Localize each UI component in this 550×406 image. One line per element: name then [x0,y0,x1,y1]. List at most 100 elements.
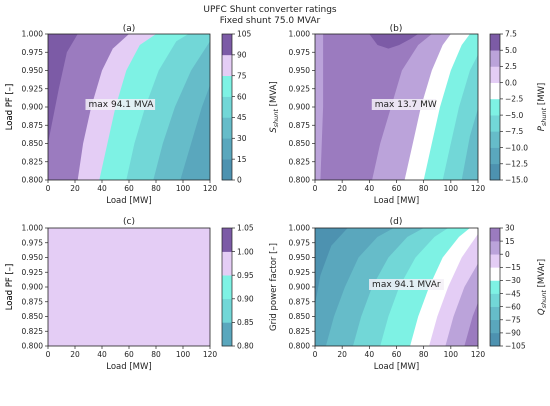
annotation-background [85,99,156,110]
x-tick-label: 80 [419,184,429,193]
y-tick-label: 0.950 [22,66,44,75]
x-tick-label: 20 [70,350,80,359]
contour-region [180,85,210,180]
y-tick-label: 1.000 [289,224,311,233]
y-tick-label: 1.000 [22,224,44,233]
y-axis-label: Load PF [–] [5,264,15,311]
annotation-text: max 94.1 MVA [89,100,155,110]
y-tick-label: 0.975 [22,48,44,57]
colorbar-segment [222,54,232,77]
x-tick-label: 60 [392,350,402,359]
x-tick-label: 120 [471,184,486,193]
x-tick-label: 100 [176,350,191,359]
colorbar-tick-label: 0 [237,176,242,185]
colorbar-label: Pshunt [MW] [537,83,548,132]
x-tick-label: 60 [124,350,134,359]
colorbar-tick-label: −2.5 [505,95,523,104]
colorbar-segment [490,241,500,255]
colorbar-label: Sshunt [MVA] [269,81,280,132]
colorbar-segment [490,34,500,51]
y-tick-label: 0.875 [289,121,311,130]
x-tick-label: 60 [124,184,134,193]
colorbar-label: Qshunt [MVAr] [537,259,548,315]
x-tick-label: 0 [46,184,51,193]
colorbar-tick-label: −90 [505,329,521,338]
y-tick-label: 0.825 [289,157,311,166]
contour-fills [48,228,210,346]
colorbar-frame [221,33,233,181]
y-tick-label: 0.825 [22,157,44,166]
colorbar-segment [490,306,500,321]
panel-b-label: (b) [390,24,403,34]
contour-region [445,263,478,346]
y-axis-label: Load PF [–] [5,84,15,131]
panel-d-label: (d) [390,217,403,227]
x-tick-label: 0 [313,184,318,193]
colorbar-tick-label: 5.0 [505,46,517,55]
colorbar-tick-label: 0.90 [237,295,254,304]
x-tick-label: 20 [70,184,80,193]
colorbar-tick-label: 1.05 [237,224,254,233]
panel-d-contour: 0 20 40 60 80 100 1200.8000.8250.8500.8750.900… [5,224,548,372]
colorbar-segment [222,298,232,323]
colorbar-frame [489,33,501,181]
colorbar-frame [489,227,501,347]
colorbar-tick-label: −7.5 [505,127,523,136]
colorbar-segment [222,75,232,97]
colorbar-tick-label: 2.5 [505,62,517,71]
y-tick-label: 0.975 [289,238,311,247]
colorbar-tick-label: 30 [237,134,247,143]
x-axis-label: Load [MW] [374,362,419,372]
y-tick-label: 0.875 [289,297,311,306]
colorbar-segment [490,66,500,83]
x-tick-label: 80 [151,184,161,193]
y-axis-label: Load PF [–] [5,264,15,311]
colorbar-tick-label: −15.0 [505,176,528,185]
y-tick-label: 0.875 [22,121,44,130]
colorbar-tick-label: 15 [237,155,247,164]
colorbar-tick-label: −10.0 [505,143,528,152]
colorbar-tick-label: 0.0 [505,78,517,87]
colorbar-tick-label: 7.5 [505,30,517,39]
y-axis-label: Load PF [–] [5,84,15,131]
colorbar-frame [221,227,233,347]
x-tick-label: 120 [203,350,218,359]
y-tick-label: 0.925 [289,84,311,93]
y-tick-label: 0.900 [22,283,44,292]
y-tick-label: 0.800 [22,176,44,185]
colorbar-tick-label: −15 [505,263,521,272]
contour-region [48,228,210,346]
colorbar-segment [222,159,232,181]
colorbar-tick-label: −60 [505,302,521,311]
x-tick-label: 40 [365,184,375,193]
colorbar-segment [222,117,232,139]
x-axis-label: Load [MW] [106,362,151,372]
y-tick-label: 0.900 [22,103,44,112]
colorbar-segment [490,147,500,165]
panel-c-label: (c) [123,217,135,227]
y-tick-label: 0.950 [289,253,311,262]
colorbar-segment [490,332,500,347]
colorbar-segment [222,138,232,160]
colorbar-tick-label: 0 [505,250,510,259]
figure-title-line1: UPFC Shunt converter ratings [203,5,337,15]
y-tick-label: 0.925 [22,84,44,93]
panel-c-contour: 0 20 40 60 80 100 1200.8000.8250.8500.8750.900… [5,224,279,372]
y-tick-label: 1.000 [22,30,44,39]
colorbar-segment [222,251,232,276]
colorbar-segment [222,228,232,252]
x-tick-label: 80 [419,350,429,359]
y-tick-label: 0.975 [22,238,44,247]
colorbar-tick-label: 90 [237,51,247,60]
colorbar-tick-label: 15 [505,237,515,246]
x-tick-label: 100 [444,350,459,359]
x-tick-label: 60 [392,184,402,193]
colorbar-tick-label: 30 [505,224,515,233]
y-tick-label: 0.925 [289,268,311,277]
x-tick-label: 80 [151,350,161,359]
x-tick-label: 40 [365,350,375,359]
colorbar-segment [490,319,500,334]
y-tick-label: 0.975 [289,48,311,57]
colorbar-tick-label: −75 [505,315,521,324]
x-tick-label: 0 [313,350,318,359]
